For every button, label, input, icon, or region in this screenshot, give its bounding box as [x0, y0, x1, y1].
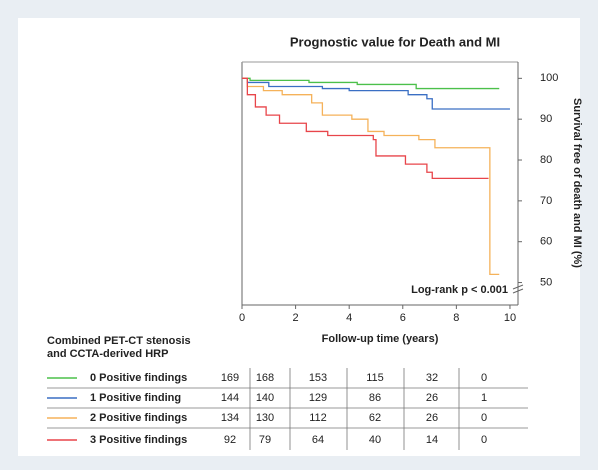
survival-curve	[242, 77, 489, 180]
at-risk-count: 26	[426, 392, 438, 404]
y-tick-label: 50	[540, 276, 552, 288]
survival-curve	[242, 77, 500, 90]
at-risk-count: 140	[256, 392, 274, 404]
at-risk-count: 86	[369, 392, 381, 404]
at-risk-count: 26	[426, 412, 438, 424]
x-tick-label: 0	[239, 312, 245, 324]
table-title: and CCTA-derived HRP	[47, 348, 168, 360]
annotation: Log-rank p < 0.001	[411, 284, 508, 296]
survival-curve	[242, 77, 510, 110]
x-tick-label: 8	[453, 312, 459, 324]
x-tick-label: 6	[400, 312, 406, 324]
x-tick-label: 10	[504, 312, 516, 324]
legend-label: 2 Positive findings	[90, 412, 187, 424]
table-title: Combined PET-CT stenosis	[47, 335, 191, 347]
at-risk-count: 0	[481, 412, 487, 424]
at-risk-count: 129	[309, 392, 327, 404]
axis-break	[512, 284, 524, 294]
at-risk-count: 169	[221, 372, 239, 384]
at-risk-count: 92	[224, 434, 236, 446]
x-tick-label: 4	[346, 312, 352, 324]
legend-label: 3 Positive findings	[90, 434, 187, 446]
survival-curve	[242, 77, 500, 276]
at-risk-count: 0	[481, 434, 487, 446]
at-risk-count: 144	[221, 392, 239, 404]
at-risk-count: 112	[309, 412, 327, 424]
at-risk-count: 79	[259, 434, 271, 446]
chart-title: Prognostic value for Death and MI	[290, 34, 500, 49]
panel	[18, 18, 580, 456]
y-axis-label: Survival free of death and MI (%)	[571, 98, 583, 268]
y-tick-label: 100	[540, 72, 558, 84]
at-risk-count: 64	[312, 434, 324, 446]
at-risk-count: 62	[369, 412, 381, 424]
y-tick-label: 60	[540, 236, 552, 248]
at-risk-count: 168	[256, 372, 274, 384]
y-tick-label: 90	[540, 113, 552, 125]
legend-label: 1 Positive finding	[90, 392, 181, 404]
at-risk-count: 32	[426, 372, 438, 384]
x-axis-label: Follow-up time (years)	[322, 333, 439, 345]
y-tick-label: 70	[540, 195, 552, 207]
at-risk-count: 14	[426, 434, 438, 446]
at-risk-count: 1	[481, 392, 487, 404]
at-risk-count: 0	[481, 372, 487, 384]
at-risk-count: 40	[369, 434, 381, 446]
x-tick-label: 2	[293, 312, 299, 324]
legend-label: 0 Positive findings	[90, 372, 187, 384]
at-risk-count: 153	[309, 372, 327, 384]
y-tick-label: 80	[540, 154, 552, 166]
at-risk-count: 134	[221, 412, 239, 424]
at-risk-count: 130	[256, 412, 274, 424]
at-risk-count: 115	[366, 372, 384, 384]
